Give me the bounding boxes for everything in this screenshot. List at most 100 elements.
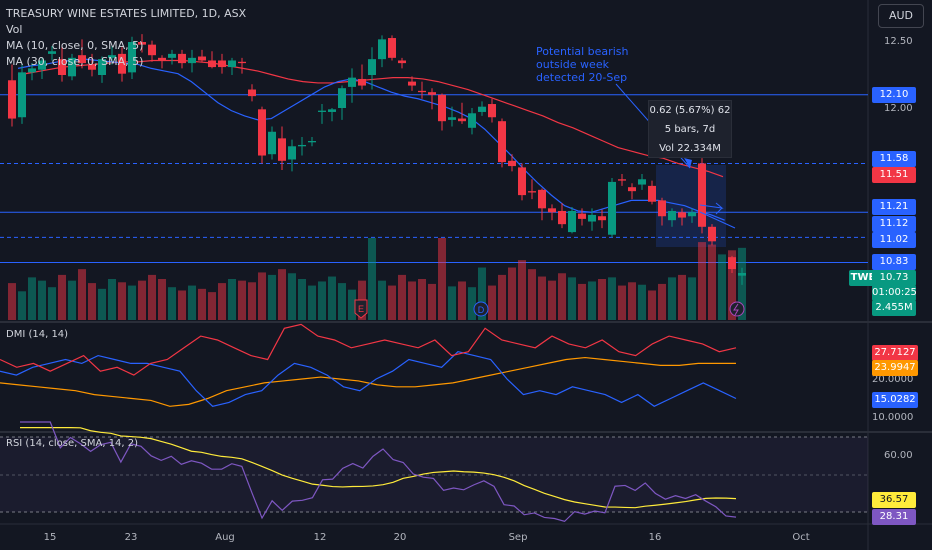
- volume-bar: [638, 284, 646, 320]
- candle-body: [18, 72, 26, 118]
- rsi-ma-line: [20, 427, 737, 509]
- candle-body: [218, 60, 226, 68]
- volume-bar: [18, 291, 26, 320]
- candle-body: [78, 55, 86, 64]
- candle-body: [198, 56, 206, 61]
- volume-bar: [198, 288, 206, 320]
- ticker-label: TWE: [849, 270, 877, 286]
- volume-bar: [528, 269, 536, 320]
- volume-bar: [658, 283, 666, 320]
- price-label-ma30[interactable]: 11.51: [872, 167, 916, 183]
- candle-body: [298, 144, 306, 147]
- candle-body: [538, 189, 546, 209]
- rsi-title[interactable]: RSI (14, close, SMA, 14, 2): [6, 438, 139, 449]
- volume-bar: [378, 280, 386, 320]
- volume-bar: [408, 281, 416, 320]
- candle-body: [138, 42, 146, 45]
- volume-bar: [498, 274, 506, 320]
- last-price-label: 10.73: [872, 270, 916, 286]
- volume-indicator-label[interactable]: Vol: [6, 23, 23, 36]
- candle-body: [728, 257, 736, 270]
- volume-bar: [58, 274, 66, 320]
- candle-body: [118, 53, 126, 74]
- candle-body: [648, 185, 656, 202]
- volume-bar: [308, 285, 316, 320]
- x-axis-label: 15: [43, 532, 57, 543]
- candle-body: [388, 38, 396, 58]
- volume-bar: [38, 280, 46, 320]
- projection-line: [699, 211, 736, 229]
- volume-bar: [568, 277, 576, 320]
- split-marker: [729, 301, 745, 317]
- candle-body: [188, 57, 196, 64]
- candle-body: [588, 214, 596, 222]
- countdown-label: 01:00:25: [872, 285, 917, 301]
- price-tick: 12.50: [884, 36, 913, 47]
- candle-body: [368, 59, 376, 75]
- rsi-ma-label: 36.57: [872, 492, 916, 508]
- volume-bar: [608, 277, 616, 320]
- volume-bar: [188, 285, 196, 320]
- candle-body: [38, 60, 46, 70]
- candle-body: [58, 59, 66, 75]
- volume-bar: [468, 287, 476, 320]
- candle-body: [288, 146, 296, 160]
- volume-label: 2.455M: [872, 300, 916, 316]
- volume-bar: [238, 280, 246, 320]
- volume-bar: [258, 272, 266, 320]
- candle-body: [518, 167, 526, 196]
- ma10-indicator-label[interactable]: MA (10, close, 0, SMA, 5): [6, 39, 144, 52]
- candle-body: [578, 213, 586, 219]
- candle-body: [528, 191, 536, 193]
- price-label-hline[interactable]: 12.10: [872, 87, 916, 103]
- volume-bar: [458, 281, 466, 320]
- volume-bar: [338, 283, 346, 320]
- measure-change: 0.62 (5.67%) 62: [649, 105, 731, 116]
- dmi-title[interactable]: DMI (14, 14): [6, 329, 69, 340]
- candle-body: [438, 94, 446, 122]
- volume-bar: [318, 281, 326, 320]
- candle-body: [8, 80, 16, 119]
- currency-button[interactable]: AUD: [878, 4, 924, 28]
- candle-body: [148, 44, 156, 56]
- candle-body: [358, 78, 366, 86]
- volume-bar: [128, 285, 136, 320]
- candle-body: [48, 51, 56, 54]
- x-axis-label: 20: [393, 532, 407, 543]
- candle-body: [668, 210, 676, 221]
- x-axis-label: Sep: [508, 532, 528, 543]
- volume-bar: [268, 274, 276, 320]
- projection-arrow: [699, 202, 724, 215]
- price-tick: 12.00: [884, 103, 913, 114]
- dividend-marker: D: [473, 301, 489, 317]
- price-label-ma10[interactable]: 11.12: [872, 216, 916, 232]
- volume-bar: [228, 279, 236, 320]
- pattern-note[interactable]: Potential bearish outside week detected …: [536, 45, 628, 84]
- ma30-indicator-label[interactable]: MA (30, close, 0, SMA, 5): [6, 55, 144, 68]
- dmi-minus-line: [0, 351, 737, 407]
- candle-body: [208, 60, 216, 68]
- annotation-arrow-head: [684, 158, 692, 168]
- volume-bar: [88, 283, 96, 320]
- measure-tooltip: 0.62 (5.67%) 62 5 bars, 7d Vol 22.334M: [648, 100, 732, 158]
- volume-bar: [698, 242, 706, 320]
- volume-bar: [518, 260, 526, 320]
- candle-body: [318, 110, 326, 112]
- candle-body: [598, 216, 606, 221]
- svg-text:E: E: [358, 304, 364, 314]
- candle-body: [708, 226, 716, 242]
- candle-body: [478, 106, 486, 112]
- candle-body: [228, 60, 236, 68]
- price-label-hline[interactable]: 10.83: [872, 254, 916, 270]
- volume-bar: [648, 290, 656, 320]
- dmi-tick: 10.0000: [872, 412, 914, 423]
- candle-body: [308, 141, 316, 143]
- volume-bar: [398, 274, 406, 320]
- price-label-hline[interactable]: 11.02: [872, 232, 916, 248]
- candle-body: [688, 212, 696, 217]
- price-label-hline[interactable]: 11.58: [872, 151, 916, 167]
- rsi-line: [20, 421, 737, 523]
- price-label-hline[interactable]: 11.21: [872, 199, 916, 215]
- pattern-note-line: detected 20-Sep: [536, 71, 628, 84]
